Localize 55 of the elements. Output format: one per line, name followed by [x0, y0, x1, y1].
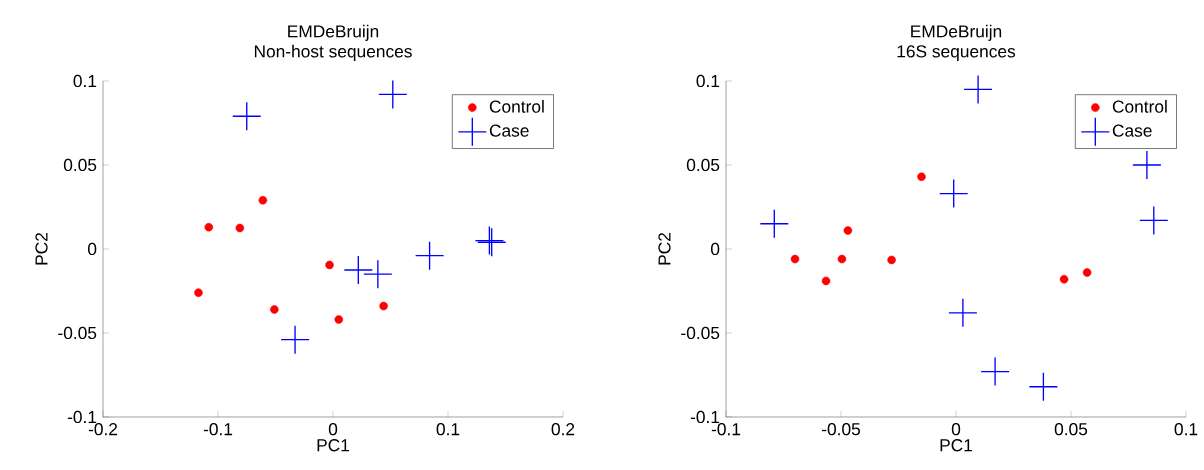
chart-subtitle: Non-host sequences [254, 44, 412, 61]
y-tick-label: -0.1 [67, 410, 97, 424]
point [790, 254, 800, 264]
point [981, 357, 1010, 386]
y-tick-label: 0.05 [686, 158, 720, 172]
y-tick-label: 0 [710, 242, 720, 256]
y-tick-label: -0.1 [690, 410, 720, 424]
point [379, 301, 388, 311]
y-tick-label: 0.1 [73, 74, 97, 88]
point [270, 305, 279, 314]
x-tick-label: -0.1 [203, 423, 233, 436]
y-tick-label: -0.05 [681, 326, 720, 340]
point [917, 172, 926, 182]
point [887, 255, 896, 265]
x-tick-label: 0.1 [436, 423, 460, 436]
point [344, 255, 373, 284]
x-tick-label: 0 [328, 423, 338, 436]
point [1059, 274, 1069, 284]
y-tick-label: -0.05 [58, 326, 97, 340]
point [334, 315, 344, 324]
x-tick-label: -0.1 [711, 423, 741, 436]
point [948, 298, 977, 327]
point [281, 325, 310, 354]
x-tick-label: 0.1 [1174, 423, 1198, 436]
legend-label: Case [489, 124, 529, 137]
point [837, 254, 847, 264]
chart-title: EMDeBruijn [911, 24, 1002, 41]
legend-label: Case [1112, 124, 1152, 137]
legend-label: Control [1112, 100, 1167, 113]
point [964, 75, 993, 104]
y-axis-title: PC2 [35, 233, 48, 265]
point [204, 222, 214, 232]
y-tick-label: 0 [88, 242, 97, 256]
legend-label: Control [489, 100, 544, 113]
x-tick-label: 0 [951, 423, 961, 436]
point [194, 288, 203, 297]
x-axis-title: PC1 [317, 439, 350, 452]
chart-subtitle: 16S sequences [897, 45, 1016, 61]
point [235, 223, 245, 233]
point [843, 226, 853, 235]
chart-title: EMDeBruijn [288, 24, 379, 41]
x-tick-label: -0.05 [822, 423, 861, 436]
y-tick-label: 0.1 [696, 74, 720, 88]
point [258, 196, 268, 205]
x-tick-label: 0.2 [551, 423, 575, 436]
point [325, 260, 334, 270]
y-axis-title: PC2 [658, 233, 671, 265]
point [1082, 268, 1092, 277]
x-axis-title: PC1 [940, 439, 973, 452]
x-tick-label: 0.05 [1054, 423, 1088, 436]
point [821, 276, 831, 286]
x-tick-label: -0.2 [88, 423, 118, 436]
y-tick-label: 0.05 [63, 158, 97, 172]
point [1132, 150, 1161, 179]
point [363, 260, 392, 289]
